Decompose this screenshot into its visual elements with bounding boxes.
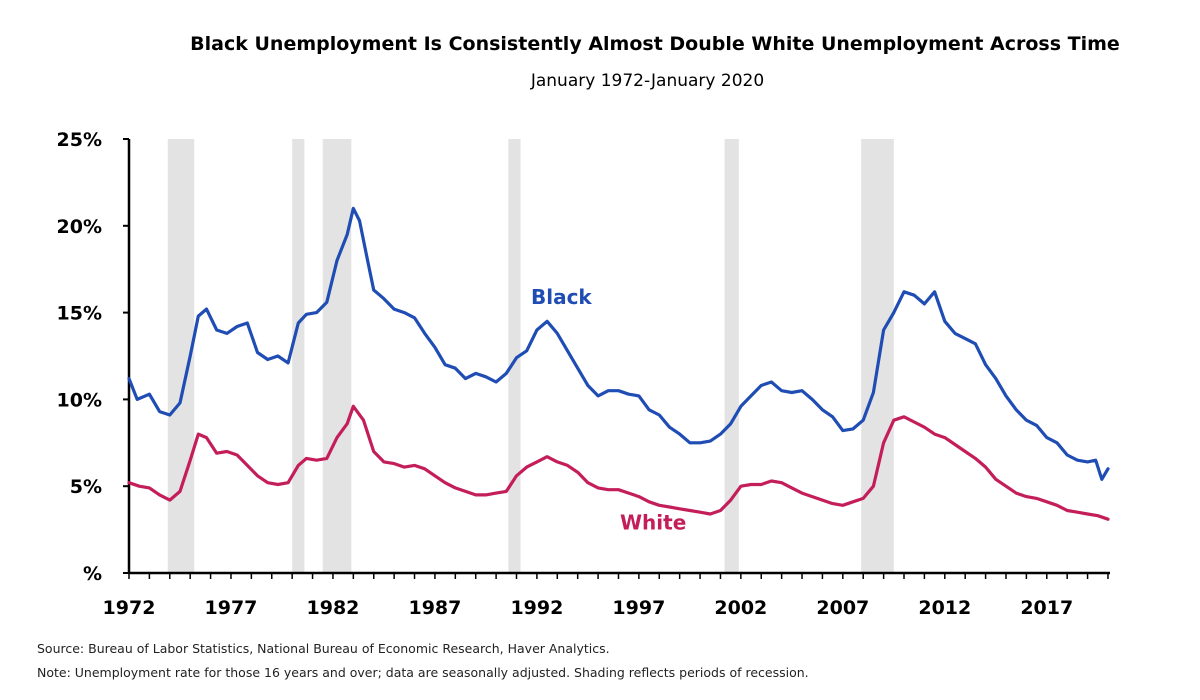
- recession-shading-group: [167, 139, 894, 573]
- x-tick-label: 1987: [408, 597, 461, 619]
- series-line-black: [127, 206, 1110, 481]
- label-group: Black White: [531, 285, 686, 535]
- x-tick-label: 1992: [510, 597, 563, 619]
- recession-band: [508, 139, 521, 573]
- chart-subtitle: January 1972-January 2020: [530, 71, 765, 91]
- y-tick-label: 15%: [57, 303, 102, 325]
- recession-band: [861, 139, 894, 573]
- recession-band: [292, 139, 305, 573]
- x-tick-label: 2012: [918, 597, 971, 619]
- y-tick-label: 20%: [57, 216, 102, 238]
- x-tick-label: 2007: [816, 597, 869, 619]
- x-tick-label: 1997: [612, 597, 665, 619]
- y-tick-label: 25%: [57, 129, 102, 151]
- recession-band: [724, 139, 739, 573]
- y-tick-label: 5%: [70, 476, 102, 498]
- series-label-black: Black: [531, 285, 592, 309]
- y-tick-label: 10%: [57, 389, 102, 411]
- x-tick-label: 1972: [103, 597, 156, 619]
- recession-band: [322, 139, 352, 573]
- x-tick-label: 2017: [1020, 597, 1073, 619]
- series-label-white: White: [620, 511, 686, 535]
- x-tick-label: 1982: [307, 597, 360, 619]
- y-tick-label: %: [83, 563, 102, 585]
- x-tick-label: 2002: [714, 597, 767, 619]
- axes-group: % 5% 10% 15% 20% 25% 1972 1977 1982 1987 1992 1997 2…: [57, 129, 1110, 619]
- source-note: Source: Bureau of Labor Statistics, Nati…: [37, 641, 610, 656]
- footnote: Note: Unemployment rate for those 16 yea…: [37, 665, 809, 680]
- series-group: [127, 206, 1110, 521]
- chart-title: Black Unemployment Is Consistently Almos…: [190, 33, 1120, 55]
- series-line-white: [127, 404, 1110, 521]
- x-tick-label: 1977: [205, 597, 258, 619]
